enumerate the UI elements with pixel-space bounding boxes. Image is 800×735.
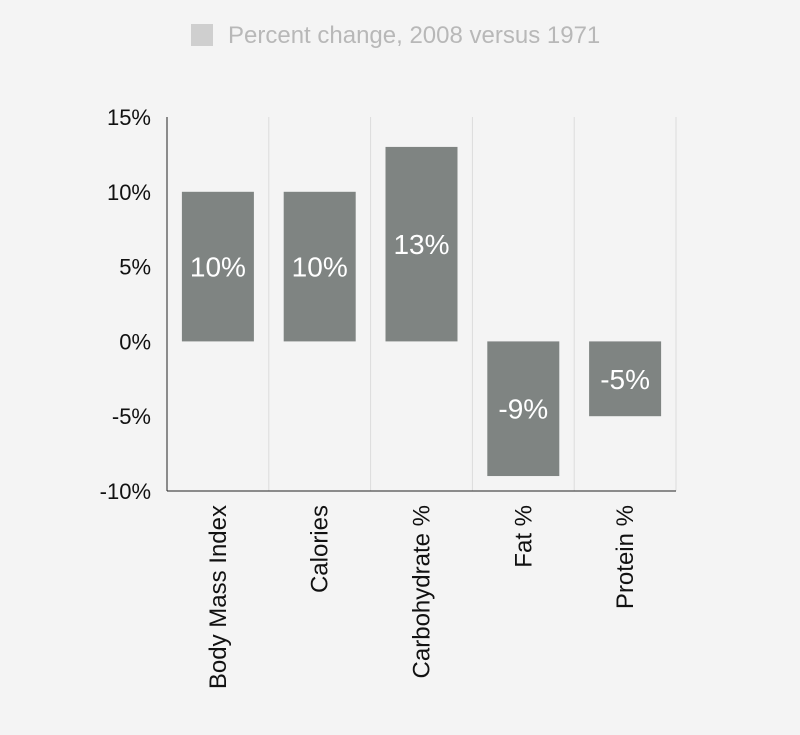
y-tick-label: 5% [119, 255, 151, 280]
y-tick-label: 10% [107, 180, 151, 205]
y-tick-label: 0% [119, 329, 151, 354]
x-category-label: Protein % [612, 505, 639, 609]
data-label: -5% [600, 364, 650, 395]
bar [283, 191, 356, 342]
y-tick-label: -5% [112, 404, 151, 429]
chart-legend: Percent change, 2008 versus 1971 [191, 22, 600, 49]
x-category-label: Body Mass Index [205, 505, 232, 689]
bar [181, 191, 254, 342]
x-category-labels: Body Mass Index Calories Carbohydrate % Fat… [205, 505, 639, 689]
data-label: 10% [292, 252, 348, 283]
bar [589, 341, 662, 417]
chart-axes [166, 117, 676, 492]
bar [487, 341, 560, 477]
y-tick-label: 15% [107, 105, 151, 130]
x-category-label: Fat % [510, 505, 537, 568]
data-label: 13% [393, 229, 449, 260]
bar [385, 146, 458, 342]
chart-bars: 10% 10% 13% -9% -5% [181, 146, 662, 477]
x-category-label: Calories [307, 505, 334, 593]
legend-swatch [191, 24, 213, 46]
data-label: -9% [498, 394, 548, 425]
y-tick-labels: 15% 10% 5% 0% -5% -10% [100, 105, 151, 504]
x-category-label: Carbohydrate % [409, 505, 436, 678]
legend-label: Percent change, 2008 versus 1971 [228, 22, 600, 49]
y-tick-label: -10% [100, 479, 151, 504]
chart-grid [268, 117, 677, 491]
data-label: 10% [190, 252, 246, 283]
